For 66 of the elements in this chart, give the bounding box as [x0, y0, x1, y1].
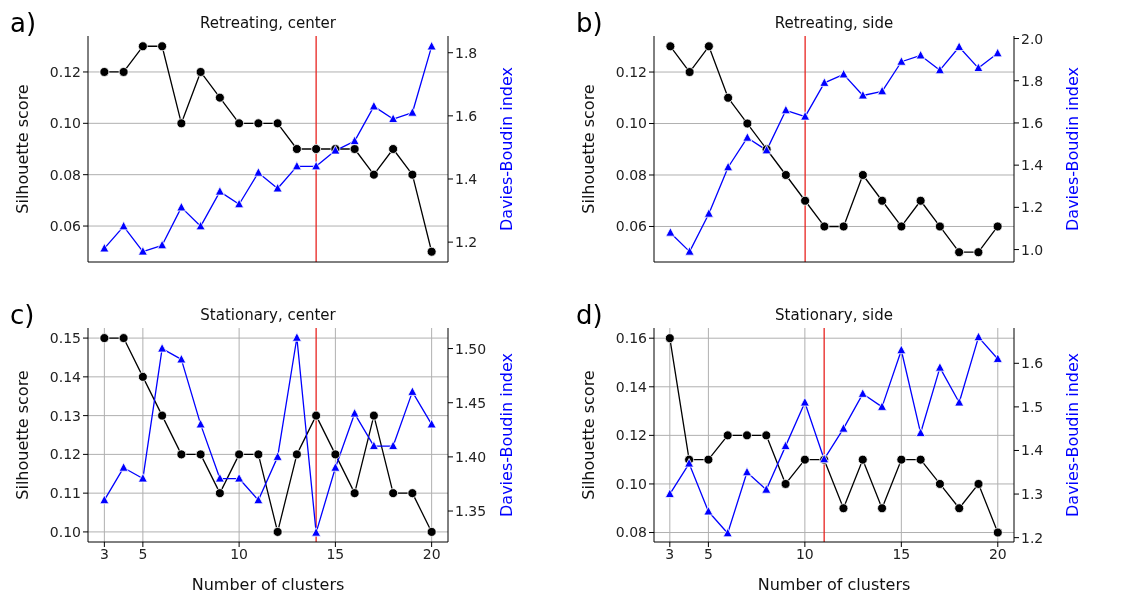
y2-tick-label: 1.0	[1021, 241, 1044, 258]
y-tick-label: 0.08	[615, 524, 647, 541]
y-tick-label: 0.14	[615, 378, 648, 395]
y2-tick-label: 1.50	[455, 340, 487, 357]
text: b)	[576, 8, 603, 38]
y2-axis-title: Davies-Boudin index	[1062, 67, 1082, 231]
y-tick-label: 0.12	[49, 63, 81, 80]
y2-axis-title: Davies-Boudin index	[496, 67, 516, 231]
x-axis-title: Number of clusters	[757, 575, 911, 594]
x-axis-title: Number of clusters	[191, 575, 345, 594]
chart-title: Stationary, center	[199, 306, 337, 324]
text: c)	[10, 300, 35, 330]
y-tick-label: 0.10	[615, 115, 647, 132]
y-tick-label: 0.10	[49, 523, 81, 540]
y2-tick-label: 1.3	[1021, 486, 1044, 503]
y-tick-label: 0.12	[615, 64, 647, 81]
y-tick-label: 0.16	[615, 330, 648, 347]
x-tick-label: 5	[138, 545, 148, 562]
y-tick-label: 0.10	[615, 475, 647, 492]
y2-tick-label: 1.2	[1021, 529, 1044, 546]
chart-title: Stationary, side	[774, 306, 894, 324]
y2-tick-label: 1.6	[455, 107, 478, 124]
y-tick-label: 0.08	[615, 166, 647, 183]
y2-tick-label: 1.4	[1021, 157, 1044, 174]
x-tick-label: 10	[795, 545, 814, 562]
y2-tick-label: 1.8	[455, 44, 478, 61]
y-tick-label: 0.10	[49, 115, 81, 132]
y2-tick-label: 1.5	[1021, 398, 1044, 415]
y2-tick-label: 1.40	[455, 448, 487, 465]
y2-tick-label: 1.2	[1021, 199, 1044, 216]
y-axis-title: Silhouette score	[12, 370, 32, 500]
y2-tick-label: 1.6	[1021, 355, 1044, 372]
chart-title: Retreating, side	[773, 14, 895, 32]
y2-tick-label: 1.6	[1021, 114, 1044, 131]
y-tick-label: 0.11	[49, 485, 81, 502]
x-tick-label: 5	[703, 545, 713, 562]
y2-tick-label: 1.45	[455, 394, 487, 411]
x-tick-label: 20	[422, 545, 441, 562]
x-tick-label: 3	[665, 545, 675, 562]
chart-title: Retreating, center	[199, 14, 337, 32]
y-tick-label: 0.12	[615, 427, 647, 444]
y2-tick-label: 1.8	[1021, 72, 1044, 89]
y2-tick-label: 1.4	[1021, 442, 1044, 459]
x-tick-label: 15	[326, 545, 345, 562]
x-tick-label: 20	[988, 545, 1007, 562]
text: d)	[576, 300, 603, 330]
y-axis-title: Silhouette score	[578, 370, 598, 500]
y2-tick-label: 2.0	[1021, 30, 1044, 47]
y-tick-label: 0.14	[49, 368, 82, 385]
x-tick-label: 10	[230, 545, 249, 562]
y-axis-title: Silhouette score	[12, 84, 32, 214]
y-tick-label: 0.06	[49, 218, 82, 235]
x-tick-label: 3	[99, 545, 109, 562]
y2-tick-label: 1.35	[455, 503, 487, 519]
y-tick-label: 0.13	[49, 407, 81, 424]
y-axis-title: Silhouette score	[578, 84, 598, 214]
text: a)	[10, 8, 37, 38]
y-tick-label: 0.12	[49, 446, 81, 463]
y-tick-label: 0.15	[49, 330, 81, 347]
y2-axis-title: Davies-Boudin index	[1062, 353, 1082, 517]
x-tick-label: 15	[892, 545, 911, 562]
y2-tick-label: 1.2	[455, 234, 478, 251]
y-tick-label: 0.06	[615, 218, 648, 235]
y2-axis-title: Davies-Boudin index	[496, 353, 516, 517]
y-tick-label: 0.08	[49, 166, 81, 183]
y2-tick-label: 1.4	[455, 170, 478, 187]
